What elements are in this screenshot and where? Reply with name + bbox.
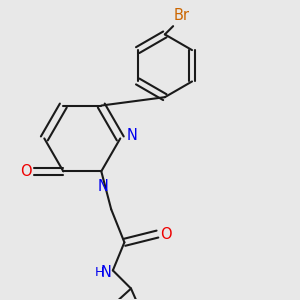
Text: Br: Br <box>174 8 190 23</box>
Text: N: N <box>100 265 111 280</box>
Text: N: N <box>98 178 108 194</box>
Text: H: H <box>95 266 105 279</box>
Text: O: O <box>160 226 172 242</box>
Text: N: N <box>126 128 137 142</box>
Text: O: O <box>20 164 32 179</box>
